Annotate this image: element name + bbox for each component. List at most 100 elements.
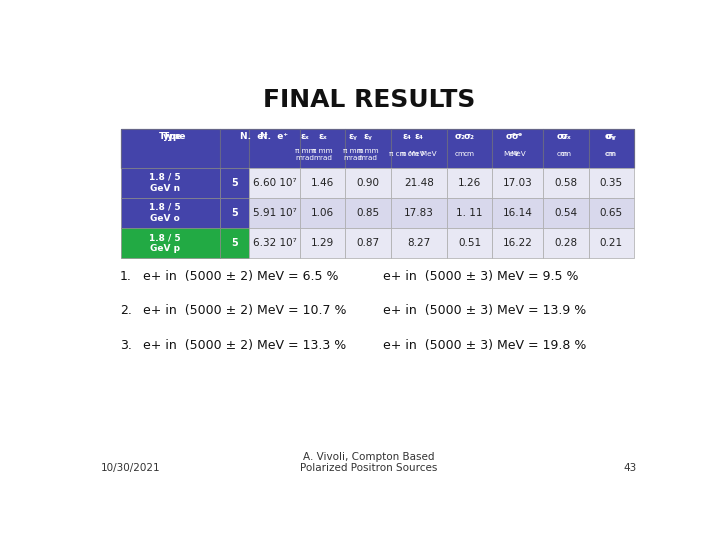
FancyBboxPatch shape [228, 129, 281, 168]
FancyBboxPatch shape [281, 129, 329, 168]
Text: 1.: 1. [120, 271, 132, 284]
Text: 1. 11: 1. 11 [456, 208, 483, 218]
Text: 6.32 10⁷: 6.32 10⁷ [253, 238, 297, 248]
Text: 5: 5 [231, 208, 238, 218]
FancyBboxPatch shape [586, 129, 634, 168]
Text: 8.27: 8.27 [408, 238, 431, 248]
FancyBboxPatch shape [588, 228, 634, 258]
FancyBboxPatch shape [447, 129, 492, 168]
FancyBboxPatch shape [447, 228, 492, 258]
Text: 2.: 2. [120, 305, 132, 318]
Text: N.  e⁺: N. e⁺ [261, 132, 289, 141]
FancyBboxPatch shape [121, 168, 220, 198]
Text: π mm
mrad: π mm mrad [358, 148, 378, 161]
FancyBboxPatch shape [377, 129, 436, 168]
FancyBboxPatch shape [249, 228, 300, 258]
Text: 5.91 10⁷: 5.91 10⁷ [253, 208, 297, 218]
FancyBboxPatch shape [588, 198, 634, 228]
FancyBboxPatch shape [588, 129, 634, 168]
Text: 16.14: 16.14 [503, 208, 533, 218]
FancyBboxPatch shape [300, 228, 346, 258]
Text: 0.58: 0.58 [554, 178, 577, 188]
FancyBboxPatch shape [436, 129, 485, 168]
Text: εₓ: εₓ [301, 132, 310, 141]
FancyBboxPatch shape [346, 228, 391, 258]
Text: 10/30/2021: 10/30/2021 [101, 463, 161, 473]
Text: 1.29: 1.29 [311, 238, 334, 248]
FancyBboxPatch shape [485, 129, 538, 168]
Text: σᵊ: σᵊ [505, 132, 517, 141]
Text: cm: cm [557, 151, 567, 157]
FancyBboxPatch shape [447, 198, 492, 228]
Text: 0.87: 0.87 [356, 238, 379, 248]
FancyBboxPatch shape [492, 198, 543, 228]
FancyBboxPatch shape [346, 198, 391, 228]
FancyBboxPatch shape [220, 129, 249, 168]
FancyBboxPatch shape [492, 228, 543, 258]
FancyBboxPatch shape [220, 228, 249, 258]
Text: 16.22: 16.22 [503, 238, 533, 248]
Text: ε₄: ε₄ [402, 132, 411, 141]
Text: A. Vivoli, Compton Based
Polarized Positron Sources: A. Vivoli, Compton Based Polarized Posit… [300, 451, 438, 473]
Text: σ₂: σ₂ [455, 132, 466, 141]
FancyBboxPatch shape [492, 168, 543, 198]
FancyBboxPatch shape [346, 168, 391, 198]
FancyBboxPatch shape [121, 198, 220, 228]
Text: 0.90: 0.90 [356, 178, 379, 188]
Text: e+ in  (5000 ± 3) MeV = 19.8 %: e+ in (5000 ± 3) MeV = 19.8 % [383, 339, 586, 352]
Text: cm: cm [560, 151, 572, 157]
Text: 0.85: 0.85 [356, 208, 379, 218]
Text: cm: cm [464, 151, 475, 157]
Text: εᵧ: εᵧ [349, 132, 358, 141]
FancyBboxPatch shape [543, 168, 588, 198]
FancyBboxPatch shape [249, 198, 300, 228]
Text: 0.35: 0.35 [600, 178, 623, 188]
Text: 1.46: 1.46 [311, 178, 334, 188]
Text: εᵧ: εᵧ [364, 132, 372, 141]
Text: σ₂: σ₂ [464, 132, 475, 141]
Text: σᵊ: σᵊ [512, 132, 523, 141]
FancyBboxPatch shape [220, 168, 249, 198]
FancyBboxPatch shape [543, 228, 588, 258]
FancyBboxPatch shape [538, 129, 586, 168]
Text: ε₄: ε₄ [415, 132, 423, 141]
FancyBboxPatch shape [249, 168, 300, 198]
Text: 17.03: 17.03 [503, 178, 533, 188]
Text: σᵧ: σᵧ [606, 132, 617, 141]
Text: π mm
mrad: π mm mrad [343, 148, 364, 161]
Text: e+ in  (5000 ± 2) MeV = 13.3 %: e+ in (5000 ± 2) MeV = 13.3 % [143, 339, 346, 352]
Text: 3.: 3. [120, 339, 132, 352]
Text: MeV: MeV [510, 151, 526, 157]
Text: 6.60 10⁷: 6.60 10⁷ [253, 178, 296, 188]
Text: 1.06: 1.06 [311, 208, 334, 218]
Text: 17.83: 17.83 [404, 208, 433, 218]
Text: 1.26: 1.26 [458, 178, 481, 188]
Text: 0.21: 0.21 [600, 238, 623, 248]
FancyBboxPatch shape [300, 168, 346, 198]
Text: 43: 43 [624, 463, 637, 473]
FancyBboxPatch shape [121, 228, 220, 258]
Text: 0.51: 0.51 [458, 238, 481, 248]
Text: π cm MeV: π cm MeV [389, 151, 425, 157]
Text: e+ in  (5000 ± 3) MeV = 13.9 %: e+ in (5000 ± 3) MeV = 13.9 % [383, 305, 586, 318]
FancyBboxPatch shape [391, 228, 447, 258]
Text: e+ in  (5000 ± 2) MeV = 6.5 %: e+ in (5000 ± 2) MeV = 6.5 % [143, 271, 338, 284]
Text: π cm MeV: π cm MeV [401, 151, 436, 157]
FancyBboxPatch shape [391, 168, 447, 198]
Text: σₓ: σₓ [557, 132, 567, 141]
FancyBboxPatch shape [121, 129, 220, 168]
Text: e+ in  (5000 ± 3) MeV = 9.5 %: e+ in (5000 ± 3) MeV = 9.5 % [383, 271, 578, 284]
Text: 0.54: 0.54 [554, 208, 577, 218]
Text: cm: cm [455, 151, 466, 157]
Text: 1.8 / 5
GeV n: 1.8 / 5 GeV n [149, 173, 181, 193]
Text: 5: 5 [231, 178, 238, 188]
Text: cm: cm [605, 151, 616, 157]
Text: εₓ: εₓ [318, 132, 327, 141]
Text: 0.65: 0.65 [600, 208, 623, 218]
FancyBboxPatch shape [588, 168, 634, 198]
Text: 5: 5 [231, 238, 238, 248]
Text: MeV: MeV [503, 151, 519, 157]
Text: Type: Type [158, 132, 182, 141]
FancyBboxPatch shape [492, 129, 543, 168]
FancyBboxPatch shape [220, 198, 249, 228]
